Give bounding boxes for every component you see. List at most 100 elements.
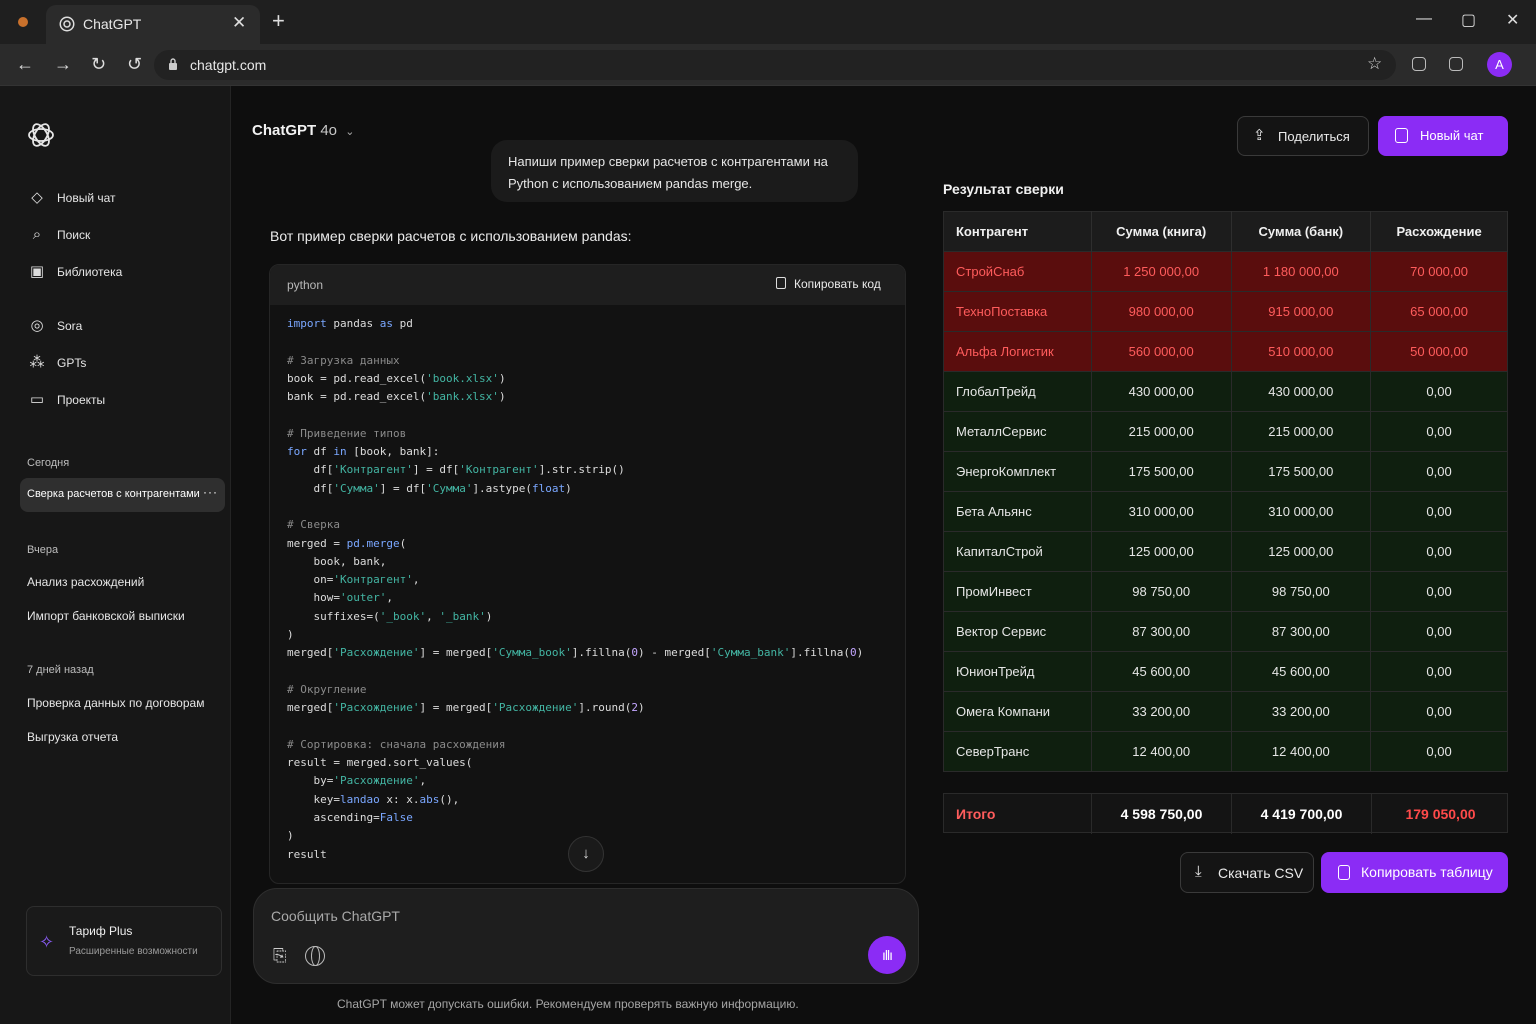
sidebar-item-sora[interactable]: ◎ Sora: [27, 316, 82, 336]
copy-code-button[interactable]: Копировать код: [776, 277, 881, 291]
table-cell-name: ЭнергоКомплект: [943, 451, 1092, 492]
forward-icon[interactable]: →: [54, 54, 72, 74]
minimize-icon[interactable]: —: [1416, 10, 1432, 27]
model-selector[interactable]: ChatGPT 4o ⌄: [252, 122, 354, 139]
back-icon[interactable]: ←: [16, 54, 34, 74]
folder-icon: ▭: [29, 391, 45, 408]
reconciliation-table: Контрагент Сумма (книга) Сумма (банк) Ра…: [943, 211, 1508, 772]
close-tab-icon[interactable]: ✕: [232, 13, 247, 32]
table-cell-bank: 215 000,00: [1231, 411, 1372, 452]
table-cell-book: 1 250 000,00: [1091, 251, 1232, 292]
table-row: Вектор Сервис 87 300,00 87 300,00 0,00: [943, 611, 1508, 652]
voice-mode-button[interactable]: ıllı: [868, 936, 906, 974]
profile-avatar[interactable]: A: [1487, 52, 1512, 77]
extension-reload-icon[interactable]: ↺: [127, 54, 143, 74]
sidebar-item-label: Поиск: [57, 228, 91, 242]
total-row: Итого 4 598 750,00 4 419 700,00 179 050,…: [943, 793, 1508, 834]
table-cell-name: ТехноПоставка: [943, 291, 1092, 332]
chatgpt-logo-icon: [59, 16, 75, 32]
sidebar-item-label: Sora: [57, 319, 83, 333]
table-cell-diff: 50 000,00: [1370, 331, 1508, 372]
new-tab-icon[interactable]: +: [272, 8, 285, 33]
table-body: СтройСнаб 1 250 000,00 1 180 000,00 70 000,…: [943, 251, 1508, 772]
download-csv-button[interactable]: ⤓ Скачать CSV: [1180, 852, 1314, 893]
sidebar-item-label: GPTs: [57, 356, 87, 370]
code-block-header: python Копировать код: [270, 265, 905, 305]
maximize-icon[interactable]: ▢: [1461, 12, 1477, 29]
code-language: python: [287, 278, 324, 292]
table-row: ЮнионТрейд 45 600,00 45 600,00 0,00: [943, 651, 1508, 692]
close-window-icon[interactable]: ✕: [1506, 12, 1520, 29]
table-row: ГлобалТрейд 430 000,00 430 000,00 0,00: [943, 371, 1508, 412]
table-cell-book: 12 400,00: [1091, 731, 1232, 772]
table-cell-diff: 65 000,00: [1370, 291, 1508, 332]
chat-item[interactable]: Проверка данных по договорам: [27, 696, 205, 710]
column-header: Контрагент: [943, 211, 1092, 252]
table-cell-diff: 0,00: [1370, 491, 1508, 532]
chat-item[interactable]: Выгрузка отчета: [27, 730, 119, 744]
scroll-down-button[interactable]: ↓: [568, 836, 604, 872]
result-title: Результат сверки: [943, 181, 1064, 197]
openai-logo-icon[interactable]: [26, 120, 56, 150]
chat-item-active[interactable]: Сверка расчетов с контрагентами ···: [20, 478, 225, 512]
table-cell-book: 430 000,00: [1091, 371, 1232, 412]
sidebar-item-projects[interactable]: ▭ Проекты: [27, 390, 105, 410]
table-cell-name: ПромИнвест: [943, 571, 1092, 612]
total-diff: 179 050,00: [1405, 806, 1476, 822]
download-icon: ⤓: [1195, 863, 1202, 880]
table-row: ТехноПоставка 980 000,00 915 000,00 65 000,…: [943, 291, 1508, 332]
total-label: Итого: [944, 794, 1092, 834]
column-header: Сумма (книга): [1091, 211, 1232, 252]
bookmark-star-icon[interactable]: ☆: [1367, 54, 1383, 73]
sidebar-item-new-chat[interactable]: ◇ Новый чат: [27, 188, 115, 208]
sidebar-item-search[interactable]: ⌕ Поиск: [27, 225, 90, 245]
table-cell-name: Омега Компани: [943, 691, 1092, 732]
table-cell-diff: 0,00: [1370, 611, 1508, 652]
copy-table-button[interactable]: Копировать таблицу: [1321, 852, 1508, 893]
reload-icon[interactable]: ↻: [91, 54, 107, 74]
attach-icon[interactable]: ⎘: [273, 946, 287, 965]
table-row: СтройСнаб 1 250 000,00 1 180 000,00 70 000,…: [943, 251, 1508, 292]
section-title-today: Сегодня: [27, 457, 70, 469]
chat-item[interactable]: Импорт банковской выписки: [27, 609, 185, 623]
sidebar-item-label: Проекты: [57, 393, 106, 407]
globe-icon[interactable]: [305, 946, 325, 966]
sidebar-item-label: Библиотека: [57, 265, 123, 279]
message-input[interactable]: [271, 905, 831, 927]
extension-icon[interactable]: [1412, 57, 1426, 71]
table-cell-name: ГлобалТрейд: [943, 371, 1092, 412]
table-cell-book: 215 000,00: [1091, 411, 1232, 452]
table-cell-diff: 0,00: [1370, 411, 1508, 452]
extensions-puzzle-icon[interactable]: [1449, 57, 1463, 71]
more-options-icon[interactable]: ···: [203, 485, 218, 499]
table-cell-diff: 0,00: [1370, 451, 1508, 492]
share-button[interactable]: ⇪ Поделиться: [1237, 116, 1369, 156]
window-indicator: [18, 17, 28, 27]
chat-item[interactable]: Анализ расхождений: [27, 575, 145, 589]
table-cell-diff: 0,00: [1370, 651, 1508, 692]
sora-icon: ◎: [30, 317, 44, 334]
browser-tab[interactable]: ChatGPT ✕: [46, 5, 260, 44]
table-cell-name: Альфа Логистик: [943, 331, 1092, 372]
grid-icon: ⁂: [29, 354, 45, 371]
url-field[interactable]: chatgpt.com ☆: [154, 50, 1396, 80]
copy-code-label: Копировать код: [794, 277, 881, 291]
table-cell-name: СтройСнаб: [943, 251, 1092, 292]
section-title-7-days: 7 дней назад: [27, 664, 94, 676]
plan-title: Тариф Plus: [69, 924, 133, 938]
table-cell-diff: 0,00: [1370, 531, 1508, 572]
plan-upgrade-card[interactable]: ✧ Тариф Plus Расширенные возможности: [26, 906, 222, 976]
table-row: КапиталСтрой 125 000,00 125 000,00 0,00: [943, 531, 1508, 572]
table-cell-name: Бета Альянс: [943, 491, 1092, 532]
section-title-yesterday: Вчера: [27, 544, 59, 556]
table-cell-book: 33 200,00: [1091, 691, 1232, 732]
table-cell-bank: 510 000,00: [1231, 331, 1372, 372]
new-chat-button[interactable]: Новый чат: [1378, 116, 1508, 156]
table-row: ПромИнвест 98 750,00 98 750,00 0,00: [943, 571, 1508, 612]
table-cell-name: ЮнионТрейд: [943, 651, 1092, 692]
sidebar-item-gpts[interactable]: ⁂ GPTs: [27, 353, 87, 373]
sidebar-item-library[interactable]: ▣ Библиотека: [27, 262, 122, 282]
plan-subtitle: Расширенные возможности: [69, 946, 198, 957]
table-cell-bank: 12 400,00: [1231, 731, 1372, 772]
total-book: 4 598 750,00: [1092, 794, 1232, 834]
